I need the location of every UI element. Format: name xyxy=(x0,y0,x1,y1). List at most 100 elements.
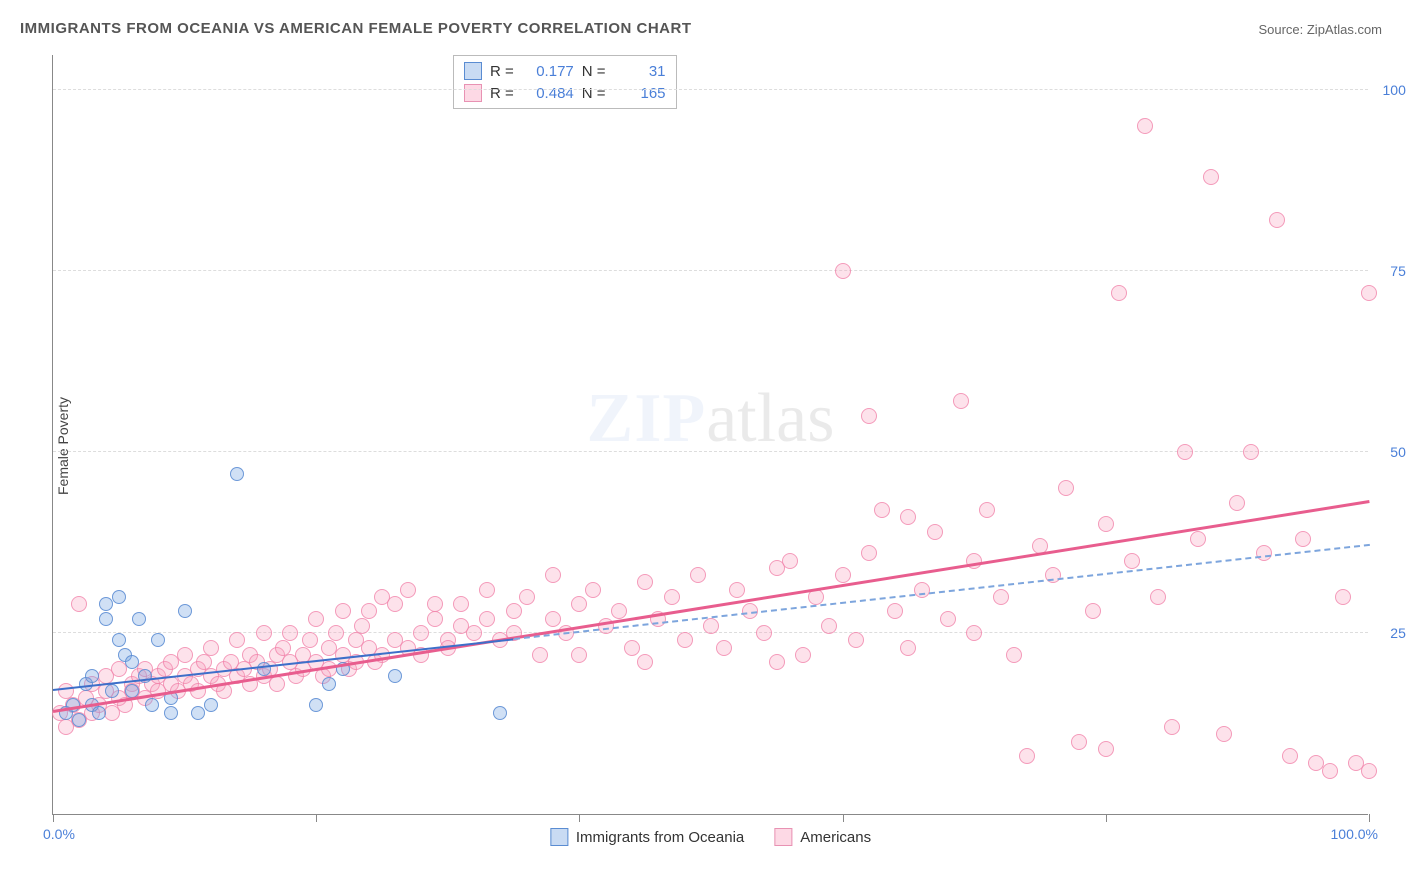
source-label: Source: ZipAtlas.com xyxy=(1258,22,1382,37)
x-tick xyxy=(843,814,844,822)
data-point xyxy=(545,567,561,583)
legend-label-american: Americans xyxy=(800,829,871,846)
data-point xyxy=(821,618,837,634)
data-point xyxy=(900,640,916,656)
y-tick-label: 50.0% xyxy=(1390,444,1406,460)
data-point xyxy=(308,611,324,627)
data-point xyxy=(861,545,877,561)
swatch-pink-icon xyxy=(774,828,792,846)
data-point xyxy=(571,647,587,663)
data-point xyxy=(756,625,772,641)
correlation-legend: R = 0.177 N = 31 R = 0.484 N = 165 xyxy=(453,55,677,109)
swatch-pink-icon xyxy=(464,84,482,102)
data-point xyxy=(966,625,982,641)
data-point xyxy=(1111,285,1127,301)
trend-line xyxy=(53,500,1369,712)
data-point xyxy=(413,625,429,641)
x-tick xyxy=(53,814,54,822)
y-tick-label: 75.0% xyxy=(1390,263,1406,279)
data-point xyxy=(861,408,877,424)
r-label: R = xyxy=(490,85,514,102)
data-point xyxy=(145,698,159,712)
watermark-atlas: atlas xyxy=(706,380,834,457)
series-legend: Immigrants from Oceania Americans xyxy=(550,828,871,846)
data-point xyxy=(72,713,86,727)
scatter-plot: ZIPatlas R = 0.177 N = 31 R = 0.484 N = … xyxy=(52,55,1368,815)
gridline xyxy=(53,451,1368,452)
data-point xyxy=(1019,748,1035,764)
data-point xyxy=(178,604,192,618)
data-point xyxy=(388,669,402,683)
data-point xyxy=(585,582,601,598)
data-point xyxy=(729,582,745,598)
swatch-blue-icon xyxy=(464,62,482,80)
trend-line xyxy=(513,544,1369,640)
x-tick xyxy=(579,814,580,822)
y-tick-label: 25.0% xyxy=(1390,625,1406,641)
data-point xyxy=(1071,734,1087,750)
data-point xyxy=(1243,444,1259,460)
data-point xyxy=(112,590,126,604)
gridline xyxy=(53,270,1368,271)
swatch-blue-icon xyxy=(550,828,568,846)
data-point xyxy=(322,677,336,691)
data-point xyxy=(269,676,285,692)
data-point xyxy=(1295,531,1311,547)
data-point xyxy=(835,567,851,583)
data-point xyxy=(125,655,139,669)
n-value-oceania: 31 xyxy=(614,63,666,80)
data-point xyxy=(1269,212,1285,228)
n-value-american: 165 xyxy=(614,85,666,102)
data-point xyxy=(571,596,587,612)
data-point xyxy=(1085,603,1101,619)
y-tick-label: 100.0% xyxy=(1383,82,1406,98)
data-point xyxy=(927,524,943,540)
data-point xyxy=(519,589,535,605)
data-point xyxy=(191,706,205,720)
data-point xyxy=(716,640,732,656)
data-point xyxy=(335,603,351,619)
x-tick xyxy=(1106,814,1107,822)
data-point xyxy=(493,706,507,720)
data-point xyxy=(795,647,811,663)
data-point xyxy=(177,647,193,663)
n-label: N = xyxy=(582,85,606,102)
data-point xyxy=(637,654,653,670)
data-point xyxy=(1322,763,1338,779)
x-tick xyxy=(316,814,317,822)
data-point xyxy=(99,612,113,626)
x-axis-max-label: 100.0% xyxy=(1331,826,1378,842)
data-point xyxy=(71,596,87,612)
data-point xyxy=(1335,589,1351,605)
data-point xyxy=(1229,495,1245,511)
data-point xyxy=(1282,748,1298,764)
data-point xyxy=(979,502,995,518)
data-point xyxy=(1177,444,1193,460)
data-point xyxy=(690,567,706,583)
data-point xyxy=(611,603,627,619)
data-point xyxy=(105,684,119,698)
data-point xyxy=(230,467,244,481)
data-point xyxy=(1361,763,1377,779)
data-point xyxy=(466,625,482,641)
data-point xyxy=(993,589,1009,605)
data-point xyxy=(703,618,719,634)
legend-row-oceania: R = 0.177 N = 31 xyxy=(464,60,666,82)
data-point xyxy=(940,611,956,627)
r-value-american: 0.484 xyxy=(522,85,574,102)
data-point xyxy=(532,647,548,663)
legend-item-american: Americans xyxy=(774,828,871,846)
gridline xyxy=(53,89,1368,90)
data-point xyxy=(1124,553,1140,569)
data-point xyxy=(85,669,99,683)
data-point xyxy=(400,582,416,598)
data-point xyxy=(112,633,126,647)
legend-label-oceania: Immigrants from Oceania xyxy=(576,829,744,846)
data-point xyxy=(151,633,165,647)
data-point xyxy=(229,632,245,648)
watermark-zip: ZIP xyxy=(587,380,707,457)
r-label: R = xyxy=(490,63,514,80)
chart-title: IMMIGRANTS FROM OCEANIA VS AMERICAN FEMA… xyxy=(20,20,692,37)
data-point xyxy=(203,640,219,656)
data-point xyxy=(1190,531,1206,547)
